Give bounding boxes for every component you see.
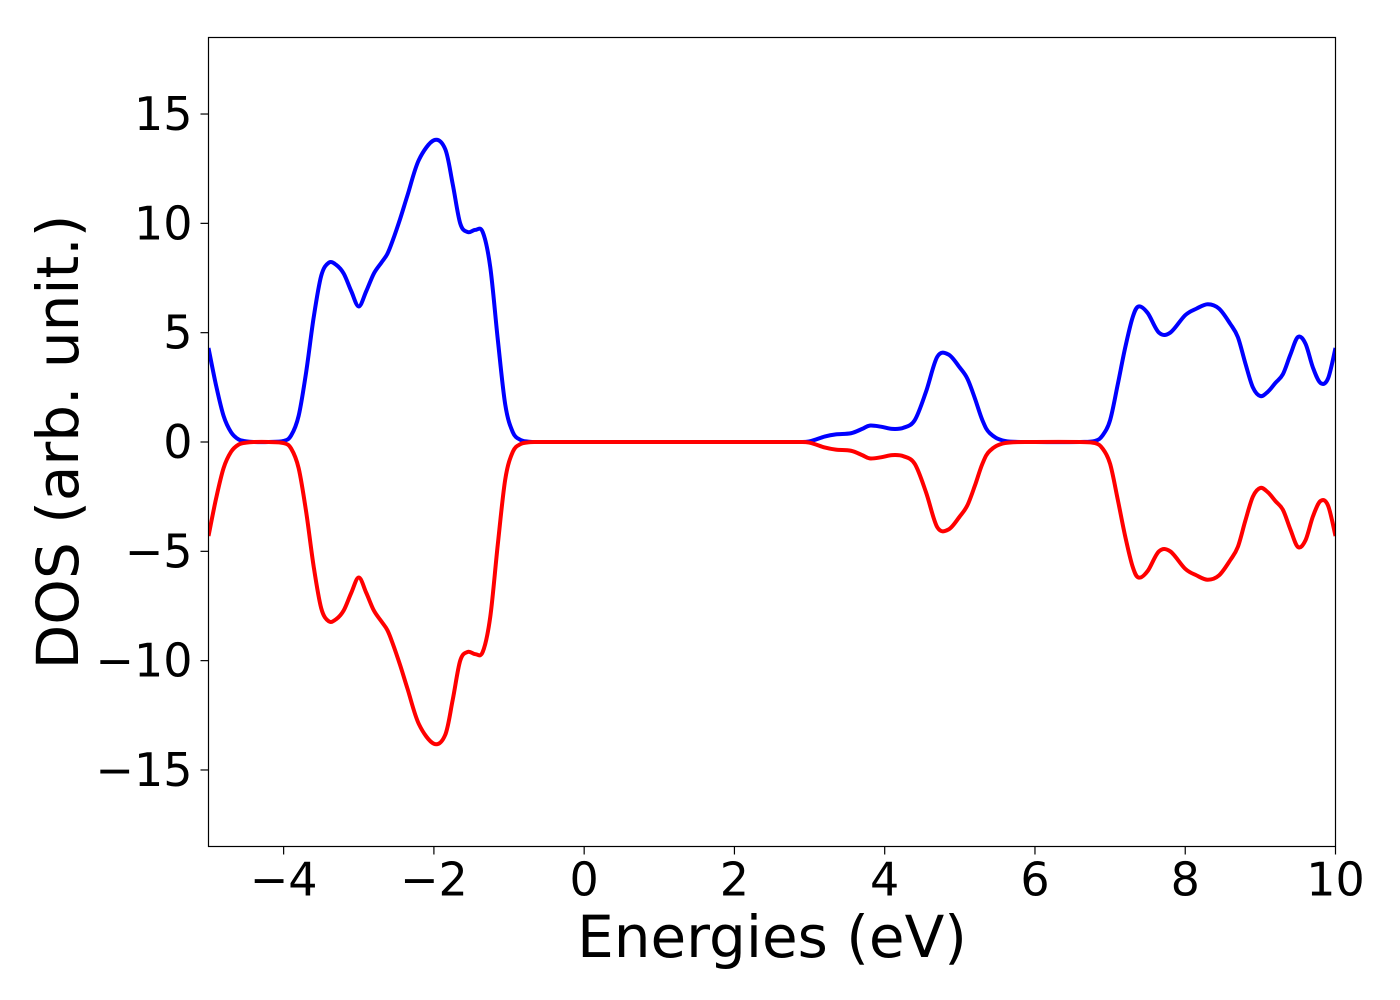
y-axis-ticks: 15 10 5 0 −5 −10 −15: [95, 87, 209, 797]
y-tick-label: 0: [163, 415, 192, 469]
y-tick-label: −10: [95, 634, 192, 688]
x-tick-label: 6: [1020, 853, 1049, 907]
x-tick-label: 10: [1306, 853, 1365, 907]
y-tick-label: −5: [125, 524, 193, 578]
series-line-blue: [208, 137, 1336, 445]
x-axis-ticks: −4 −2 0 2 4 6 8 10: [250, 846, 1365, 907]
x-axis-label: Energies (eV): [577, 903, 967, 971]
x-tick-label: −4: [250, 853, 318, 907]
x-tick-label: 8: [1171, 853, 1200, 907]
y-tick-label: 5: [163, 306, 192, 360]
x-tick-label: 4: [870, 853, 899, 907]
y-tick-label: 15: [134, 87, 193, 141]
x-tick-label: −2: [400, 853, 468, 907]
series-line-red: [208, 439, 1336, 747]
y-axis-label: DOS (arb. unit.): [24, 215, 92, 670]
y-tick-label: −15: [95, 743, 192, 797]
y-tick-label: 10: [134, 196, 193, 250]
x-tick-label: 0: [570, 853, 599, 907]
x-tick-label: 2: [720, 853, 749, 907]
series-layer: [208, 137, 1336, 747]
